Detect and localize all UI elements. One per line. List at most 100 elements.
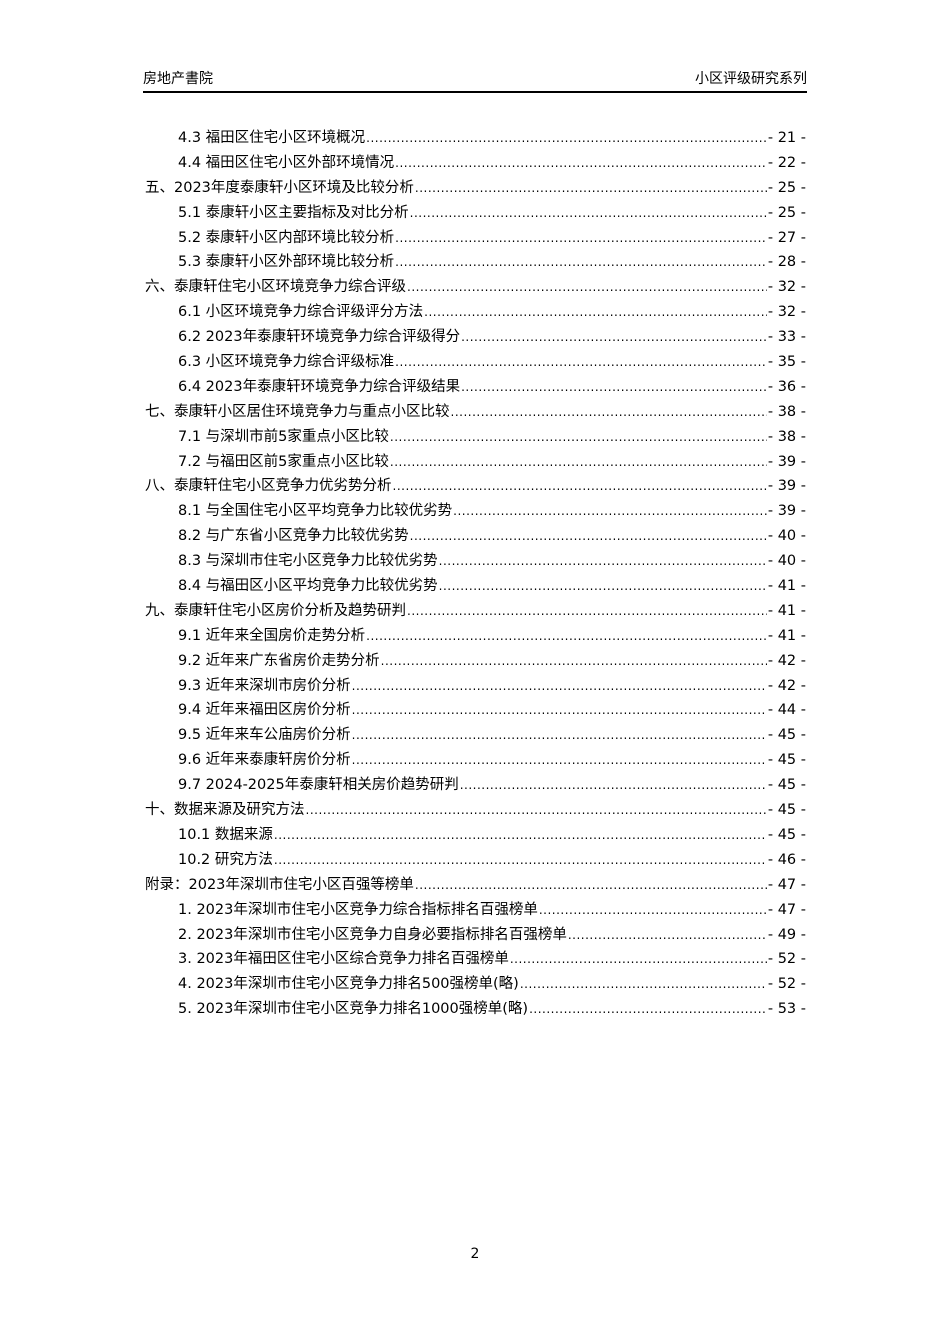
toc-entry-page: - 32 - xyxy=(767,279,806,296)
toc-entry-title: 5.1 泰康轩小区主要指标及对比分析 xyxy=(178,204,409,221)
dot-leader xyxy=(520,972,767,997)
toc-entry[interactable]: 9.6 近年来泰康轩房价分析 - 45 - xyxy=(145,748,806,773)
toc-entry[interactable]: 6.4 2023年泰康轩环境竞争力综合评级结果 - 36 - xyxy=(145,375,806,400)
toc-entry[interactable]: 9.3 近年来深圳市房价分析 - 42 - xyxy=(145,674,806,699)
toc-entry-page: - 45 - xyxy=(767,802,806,819)
toc-entry[interactable]: 10.2 研究方法 - 46 - xyxy=(145,848,806,873)
header-left: 房地产書院 xyxy=(143,71,213,87)
toc-entry[interactable]: 十、数据来源及研究方法 - 45 - xyxy=(145,798,806,823)
dot-leader xyxy=(352,748,767,773)
toc-entry[interactable]: 9.4 近年来福田区房价分析 - 44 - xyxy=(145,698,806,723)
toc-entry-page: - 40 - xyxy=(767,553,806,570)
toc-entry[interactable]: 6.3 小区环境竞争力综合评级标准 - 35 - xyxy=(145,350,806,375)
dot-leader xyxy=(407,599,767,624)
toc-entry-title: 6.2 2023年泰康轩环境竞争力综合评级得分 xyxy=(178,329,461,346)
toc-entry[interactable]: 九、泰康轩住宅小区房价分析及趋势研判 - 41 - xyxy=(145,599,806,624)
toc-entry[interactable]: 8.3 与深圳市住宅小区竞争力比较优劣势 - 40 - xyxy=(145,549,806,574)
toc-entry-title: 9.2 近年来广东省房价走势分析 xyxy=(178,652,380,669)
toc-entry[interactable]: 六、泰康轩住宅小区环境竞争力综合评级 - 32 - xyxy=(145,275,806,300)
toc-entry[interactable]: 6.1 小区环境竞争力综合评级评分方法 - 32 - xyxy=(145,300,806,325)
toc-entry[interactable]: 9.7 2024-2025年泰康轩相关房价趋势研判 - 45 - xyxy=(145,773,806,798)
dot-leader xyxy=(451,400,767,425)
toc-entry[interactable]: 8.4 与福田区小区平均竞争力比较优劣势 - 41 - xyxy=(145,574,806,599)
toc-entry-page: - 25 - xyxy=(767,179,806,196)
toc-entry-page: - 28 - xyxy=(767,254,806,271)
dot-leader xyxy=(366,126,767,151)
toc-entry-page: - 41 - xyxy=(767,602,806,619)
toc-entry[interactable]: 5.3 泰康轩小区外部环境比较分析 - 28 - xyxy=(145,250,806,275)
dot-leader xyxy=(274,848,767,873)
toc-entry-page: - 45 - xyxy=(767,727,806,744)
toc-entry-page: - 39 - xyxy=(767,503,806,520)
dot-leader xyxy=(510,947,767,972)
toc-entry-page: - 38 - xyxy=(767,428,806,445)
toc-entry-title: 六、泰康轩住宅小区环境竞争力综合评级 xyxy=(145,279,406,296)
toc-entry-title: 5.3 泰康轩小区外部环境比较分析 xyxy=(178,254,395,271)
toc-entry[interactable]: 9.5 近年来车公庙房价分析 - 45 - xyxy=(145,723,806,748)
toc-entry[interactable]: 8.2 与广东省小区竞争力比较优劣势 - 40 - xyxy=(145,524,806,549)
toc-entry-title: 4.3 福田区住宅小区环境概况 xyxy=(178,130,366,146)
dot-leader xyxy=(393,474,767,499)
toc-entry[interactable]: 3. 2023年福田区住宅小区综合竞争力排名百强榜单 - 52 - xyxy=(145,947,806,972)
toc-entry-title: 4.4 福田区住宅小区外部环境情况 xyxy=(178,154,395,171)
toc-entry-title: 10.1 数据来源 xyxy=(178,826,273,843)
dot-leader xyxy=(415,873,767,898)
toc-entry-title: 附录：2023年深圳市住宅小区百强等榜单 xyxy=(145,876,414,893)
toc-entry-title: 4. 2023年深圳市住宅小区竞争力排名500强榜单(略) xyxy=(178,976,519,993)
toc-entry-page: - 45 - xyxy=(767,826,806,843)
dot-leader xyxy=(424,300,767,325)
toc-entry-page: - 46 - xyxy=(767,851,806,868)
toc-entry-page: - 21 - xyxy=(767,130,806,146)
toc-entry[interactable]: 5.1 泰康轩小区主要指标及对比分析 - 25 - xyxy=(145,201,806,226)
toc-entry[interactable]: 9.1 近年来全国房价走势分析 - 41 - xyxy=(145,624,806,649)
dot-leader xyxy=(366,624,767,649)
toc-entry[interactable]: 5. 2023年深圳市住宅小区竞争力排名1000强榜单(略) - 53 - xyxy=(145,997,806,1022)
toc-entry-title: 5. 2023年深圳市住宅小区竞争力排名1000强榜单(略) xyxy=(178,1001,529,1018)
toc-entry-title: 2. 2023年深圳市住宅小区竞争力自身必要指标排名百强榜单 xyxy=(178,926,567,943)
toc-entry[interactable]: 9.2 近年来广东省房价走势分析 - 42 - xyxy=(145,649,806,674)
page-header: 房地产書院 小区评级研究系列 xyxy=(143,66,807,93)
dot-leader xyxy=(461,325,767,350)
toc-entry-title: 8.3 与深圳市住宅小区竞争力比较优劣势 xyxy=(178,553,438,570)
toc-entry-title: 7.2 与福田区前5家重点小区比较 xyxy=(178,453,389,470)
toc-entry[interactable]: 7.2 与福田区前5家重点小区比较 - 39 - xyxy=(145,450,806,475)
toc-entry[interactable]: 7.1 与深圳市前5家重点小区比较 - 38 - xyxy=(145,425,806,450)
toc-entry-title: 9.1 近年来全国房价走势分析 xyxy=(178,627,366,644)
toc-entry-page: - 49 - xyxy=(767,926,806,943)
toc-entry-title: 10.2 研究方法 xyxy=(178,851,273,868)
toc-entry[interactable]: 五、2023年度泰康轩小区环境及比较分析 - 25 - xyxy=(145,176,806,201)
dot-leader xyxy=(395,151,767,176)
toc-entry-title: 十、数据来源及研究方法 xyxy=(145,802,305,819)
toc-entry[interactable]: 七、泰康轩小区居住环境竞争力与重点小区比较 - 38 - xyxy=(145,400,806,425)
toc-entry-title: 6.4 2023年泰康轩环境竞争力综合评级结果 xyxy=(178,378,461,395)
toc-entry-page: - 40 - xyxy=(767,528,806,545)
toc-entry[interactable]: 2. 2023年深圳市住宅小区竞争力自身必要指标排名百强榜单 - 49 - xyxy=(145,923,806,948)
dot-leader xyxy=(410,201,767,226)
toc-entry-page: - 42 - xyxy=(767,677,806,694)
toc-entry[interactable]: 6.2 2023年泰康轩环境竞争力综合评级得分 - 33 - xyxy=(145,325,806,350)
toc-entry[interactable]: 8.1 与全国住宅小区平均竞争力比较优劣势 - 39 - xyxy=(145,499,806,524)
dot-leader xyxy=(352,698,767,723)
toc-entry[interactable]: 4.4 福田区住宅小区外部环境情况 - 22 - xyxy=(145,151,806,176)
toc-entry[interactable]: 八、泰康轩住宅小区竞争力优劣势分析 - 39 - xyxy=(145,474,806,499)
dot-leader xyxy=(415,176,767,201)
dot-leader xyxy=(390,425,767,450)
page-number: 2 xyxy=(470,1246,480,1262)
dot-leader xyxy=(395,226,767,251)
toc-entry[interactable]: 4.3 福田区住宅小区环境概况 - 21 - xyxy=(145,126,806,151)
dot-leader xyxy=(460,773,767,798)
toc-entry[interactable]: 5.2 泰康轩小区内部环境比较分析 - 27 - xyxy=(145,226,806,251)
toc-entry[interactable]: 10.1 数据来源 - 45 - xyxy=(145,823,806,848)
toc-entry[interactable]: 4. 2023年深圳市住宅小区竞争力排名500强榜单(略) - 52 - xyxy=(145,972,806,997)
toc-entry-page: - 52 - xyxy=(767,976,806,993)
toc-entry-title: 3. 2023年福田区住宅小区综合竞争力排名百强榜单 xyxy=(178,951,509,968)
toc-entry-page: - 45 - xyxy=(767,777,806,794)
toc-entry-title: 8.4 与福田区小区平均竞争力比较优劣势 xyxy=(178,578,438,595)
toc-entry[interactable]: 1. 2023年深圳市住宅小区竞争力综合指标排名百强榜单 - 47 - xyxy=(145,898,806,923)
toc-entry-title: 8.2 与广东省小区竞争力比较优劣势 xyxy=(178,528,409,545)
toc-entry[interactable]: 附录：2023年深圳市住宅小区百强等榜单 - 47 - xyxy=(145,873,806,898)
toc-entry-title: 七、泰康轩小区居住环境竞争力与重点小区比较 xyxy=(145,403,450,420)
toc-entry-title: 八、泰康轩住宅小区竞争力优劣势分析 xyxy=(145,478,392,495)
toc-entry-page: - 39 - xyxy=(767,453,806,470)
toc-entry-page: - 53 - xyxy=(767,1001,806,1018)
